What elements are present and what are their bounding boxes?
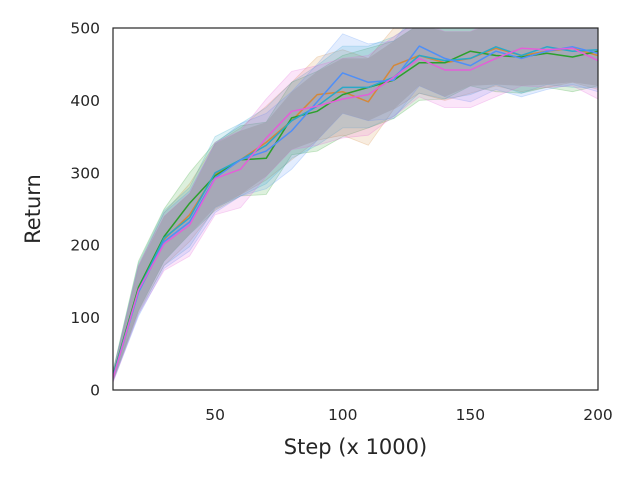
y-tick-label: 0 [90, 382, 100, 400]
x-tick-label: 150 [456, 406, 486, 424]
series-line-5 [113, 47, 598, 379]
series-line-3 [113, 46, 598, 377]
series-lines [113, 45, 598, 379]
y-tick-label: 200 [70, 237, 100, 255]
series-line-4 [113, 45, 598, 378]
x-axis-title: Step (x 1000) [284, 435, 427, 459]
confidence-bands [113, 28, 598, 383]
y-tick-label: 300 [70, 164, 100, 182]
y-tick-label: 500 [70, 20, 100, 38]
y-tick-label: 100 [70, 309, 100, 327]
axis-ticks: 50 100 150 200 0 100 200 300 400 500 [70, 20, 612, 425]
x-tick-label: 200 [583, 406, 613, 424]
y-tick-label: 400 [70, 92, 100, 110]
x-tick-label: 100 [328, 406, 358, 424]
y-axis-title: Return [21, 174, 45, 244]
x-tick-label: 50 [205, 406, 225, 424]
plot-frame [112, 27, 599, 391]
band-overlap [113, 28, 598, 380]
